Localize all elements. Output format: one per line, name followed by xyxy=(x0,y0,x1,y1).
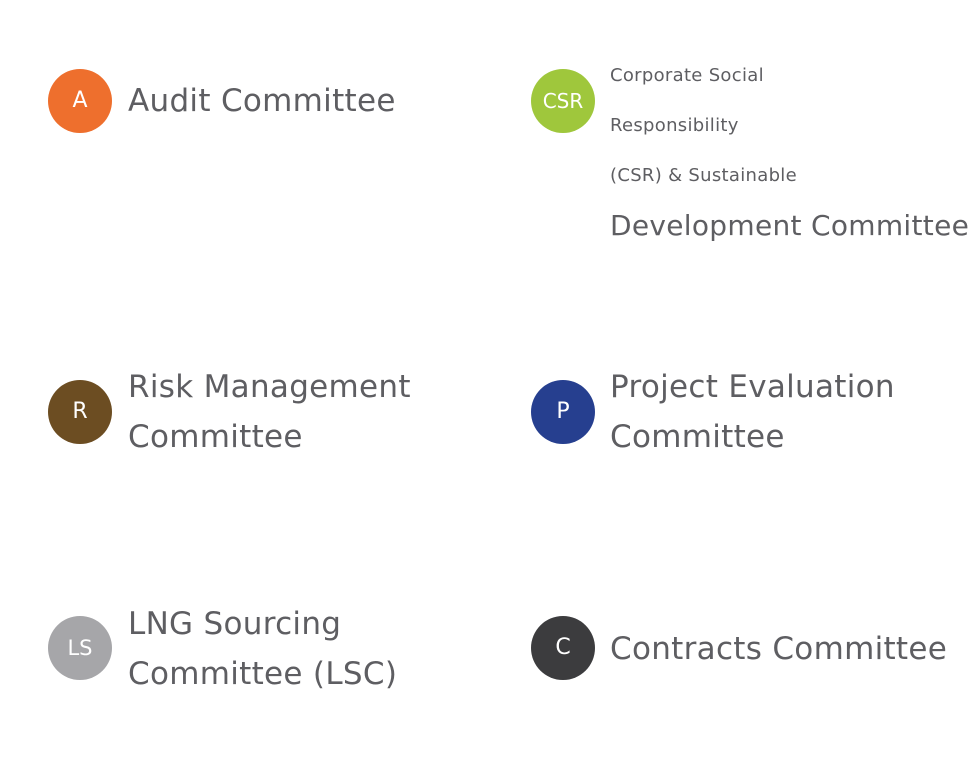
lng-badge-icon: LS xyxy=(48,616,112,680)
csr-label: Corporate Social Responsibility (CSR) & … xyxy=(610,51,969,251)
csr-label-line-4: Development Committee xyxy=(610,209,970,242)
csr-label-line-3: (CSR) & Sustainable xyxy=(610,165,797,186)
csr-label-line-1: Corporate Social xyxy=(610,65,764,86)
audit-label-line-1: Audit Committee xyxy=(128,83,396,119)
risk-label-line-1: Risk Management xyxy=(128,369,411,405)
lng-label: LNG Sourcing Committee (LSC) xyxy=(128,599,397,699)
audit-label: Audit Committee xyxy=(128,76,396,126)
csr-label-line-2: Responsibility xyxy=(610,115,739,136)
contracts-label: Contracts Committee xyxy=(610,624,947,674)
contracts-label-line-1: Contracts Committee xyxy=(610,631,948,667)
risk-label: Risk Management Committee xyxy=(128,362,411,462)
csr-badge-icon: CSR xyxy=(531,69,595,133)
contracts-badge-icon: C xyxy=(531,616,595,680)
audit-badge-icon: A xyxy=(48,69,112,133)
project-badge-icon: P xyxy=(531,380,595,444)
project-label-line-1: Project Evaluation xyxy=(610,369,895,405)
project-label-line-2: Committee xyxy=(610,419,785,455)
lng-label-line-2: Committee (LSC) xyxy=(128,656,398,692)
lng-label-line-1: LNG Sourcing xyxy=(128,606,342,642)
risk-label-line-2: Committee xyxy=(128,419,303,455)
project-label: Project Evaluation Committee xyxy=(610,362,895,462)
risk-badge-icon: R xyxy=(48,380,112,444)
